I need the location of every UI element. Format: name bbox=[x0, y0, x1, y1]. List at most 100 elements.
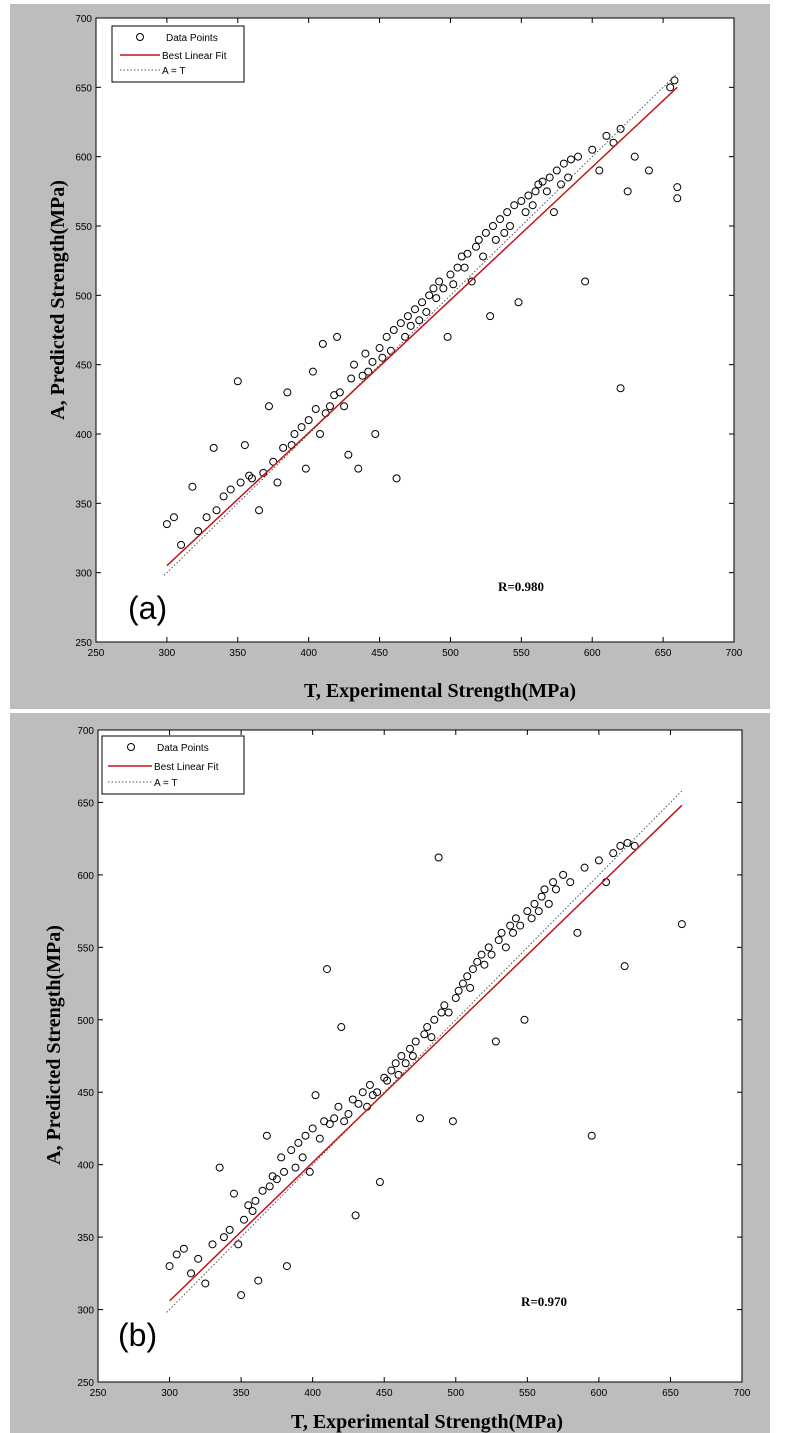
y-tick-label: 500 bbox=[75, 291, 92, 302]
y-tick-label: 250 bbox=[77, 1378, 94, 1389]
x-tick-label: 250 bbox=[90, 1388, 107, 1399]
data-point bbox=[468, 965, 477, 974]
data-point bbox=[430, 1015, 439, 1024]
data-point bbox=[420, 1030, 429, 1039]
y-tick-label: 600 bbox=[77, 871, 94, 882]
data-point bbox=[358, 1088, 367, 1097]
y-tick-label: 250 bbox=[75, 638, 92, 649]
data-point bbox=[318, 339, 327, 348]
data-point bbox=[405, 1044, 414, 1053]
legend: Data Points Best Linear Fit A = T bbox=[101, 735, 245, 795]
data-point bbox=[415, 316, 424, 325]
data-point bbox=[602, 131, 611, 140]
data-point bbox=[365, 1080, 374, 1089]
data-point bbox=[386, 346, 395, 355]
x-tick-label: 550 bbox=[519, 1388, 536, 1399]
data-point bbox=[301, 1131, 310, 1140]
data-point bbox=[229, 1189, 238, 1198]
data-point bbox=[305, 1167, 314, 1176]
data-point bbox=[471, 242, 480, 251]
x-tick-label: 500 bbox=[442, 648, 459, 659]
data-point bbox=[666, 83, 675, 92]
data-point bbox=[595, 166, 604, 175]
x-tick-label: 700 bbox=[734, 1388, 751, 1399]
data-point bbox=[527, 914, 536, 923]
data-point bbox=[282, 1262, 291, 1271]
data-point bbox=[401, 1059, 410, 1068]
y-tick-label: 550 bbox=[75, 222, 92, 233]
data-point bbox=[348, 1095, 357, 1104]
data-point bbox=[544, 899, 553, 908]
data-point bbox=[294, 1138, 303, 1147]
data-point bbox=[283, 388, 292, 397]
data-point bbox=[534, 907, 543, 916]
data-point bbox=[403, 312, 412, 321]
data-point bbox=[251, 1196, 260, 1205]
data-point bbox=[337, 1023, 346, 1032]
y-tick-label: 600 bbox=[75, 153, 92, 164]
data-point bbox=[212, 506, 221, 515]
data-point bbox=[520, 1015, 529, 1024]
x-tick-label: 400 bbox=[304, 1388, 321, 1399]
data-point bbox=[347, 374, 356, 383]
data-point bbox=[524, 191, 533, 200]
legend-marker-circle bbox=[127, 743, 135, 751]
x-tick-label: 500 bbox=[447, 1388, 464, 1399]
data-point bbox=[523, 907, 532, 916]
data-point bbox=[673, 194, 682, 203]
x-tick-label: 650 bbox=[662, 1388, 679, 1399]
data-point bbox=[466, 983, 475, 992]
data-point bbox=[373, 1088, 382, 1097]
data-point bbox=[202, 513, 211, 522]
data-point bbox=[187, 1269, 196, 1278]
x-tick-label: 550 bbox=[513, 648, 530, 659]
axis-ticks: 250 300 350 400 450 500 550 600 650 700 250 300 350 4… bbox=[77, 726, 750, 1399]
data-point bbox=[245, 471, 254, 480]
data-point bbox=[449, 280, 458, 289]
data-point bbox=[538, 177, 547, 186]
data-point bbox=[496, 215, 505, 224]
data-point bbox=[248, 1207, 257, 1216]
y-axis-title: A, Predicted Strength(MPa) bbox=[43, 925, 65, 1165]
data-point bbox=[623, 187, 632, 196]
data-point bbox=[280, 1167, 289, 1176]
data-point bbox=[316, 430, 325, 438]
data-point bbox=[494, 936, 503, 945]
data-point bbox=[427, 1033, 436, 1042]
chart-panel-b: 250 300 350 400 450 500 550 600 650 700 250 300 350 4… bbox=[10, 713, 770, 1433]
legend-label-data-points: Data Points bbox=[166, 33, 218, 44]
data-point bbox=[425, 291, 434, 300]
y-tick-label: 350 bbox=[77, 1233, 94, 1244]
data-point bbox=[531, 187, 540, 196]
legend-marker-circle bbox=[136, 33, 144, 41]
data-point bbox=[479, 252, 488, 261]
data-point bbox=[335, 388, 344, 397]
data-point bbox=[557, 180, 566, 189]
data-point bbox=[244, 1201, 253, 1210]
data-point bbox=[509, 928, 518, 937]
legend: Data Points Best Linear Fit A = T bbox=[111, 25, 245, 83]
data-point bbox=[521, 208, 530, 217]
data-point bbox=[406, 321, 415, 330]
y-tick-label: 450 bbox=[77, 1088, 94, 1099]
y-axis-title: A, Predicted Strength(MPa) bbox=[47, 180, 69, 420]
data-point bbox=[344, 450, 353, 459]
data-points bbox=[162, 76, 682, 549]
data-point bbox=[375, 344, 384, 353]
data-point bbox=[566, 155, 575, 164]
x-axis-title: T, Experimental Strength(MPa) bbox=[304, 680, 576, 702]
data-point bbox=[333, 332, 342, 341]
data-point bbox=[340, 402, 349, 411]
data-point bbox=[334, 1102, 343, 1111]
data-point bbox=[630, 152, 639, 161]
chart-panel-a: 250 300 350 400 450 500 550 600 650 700 250 300 350 4… bbox=[10, 4, 770, 709]
data-point bbox=[262, 1131, 271, 1140]
data-point bbox=[396, 319, 405, 328]
data-point bbox=[514, 298, 523, 307]
data-point bbox=[574, 152, 583, 161]
data-point bbox=[225, 1225, 234, 1234]
x-tick-label: 350 bbox=[233, 1388, 250, 1399]
data-point bbox=[194, 527, 203, 536]
data-point bbox=[408, 1052, 417, 1060]
x-tick-label: 250 bbox=[88, 648, 105, 659]
